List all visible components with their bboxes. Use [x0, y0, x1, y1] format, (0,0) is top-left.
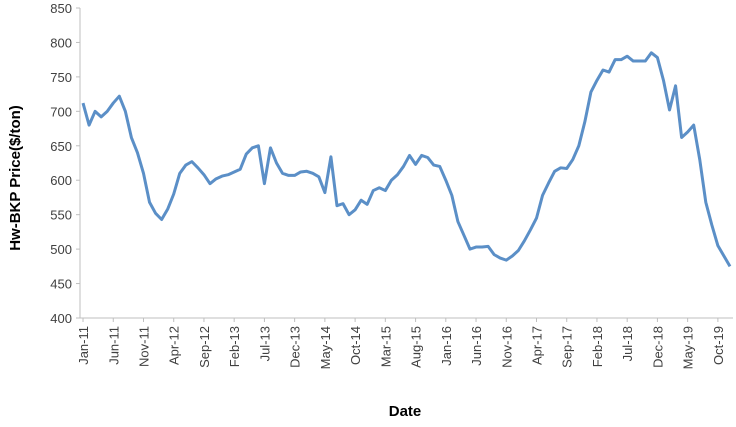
- y-tick-label: 750: [50, 70, 72, 85]
- y-tick-label: 600: [50, 173, 72, 188]
- x-tick-label: Feb-18: [590, 326, 605, 367]
- x-tick-label: Apr-12: [167, 326, 182, 365]
- x-tick-label: Jul-18: [620, 326, 635, 361]
- y-tick-label: 500: [50, 242, 72, 257]
- x-tick-label: Oct-19: [711, 326, 726, 365]
- x-tick-label: Apr-17: [529, 326, 544, 365]
- x-tick-label: Dec-13: [288, 326, 303, 368]
- x-tick-label: Jul-13: [257, 326, 272, 361]
- x-tick-label: Aug-15: [409, 326, 424, 368]
- x-axis-title: Date: [389, 403, 422, 420]
- y-tick-label: 700: [50, 104, 72, 119]
- y-tick-label: 450: [50, 277, 72, 292]
- data-line: [81, 51, 732, 268]
- x-tick-label: Jan-11: [76, 326, 91, 365]
- x-tick-label: Mar-15: [378, 326, 393, 367]
- x-tick-label: Jan-16: [439, 326, 454, 366]
- x-tick-label: May-14: [318, 326, 333, 369]
- y-tick-label: 550: [50, 208, 72, 223]
- y-axis-title: Hw-BKP Price($/ton): [7, 105, 24, 251]
- x-tick-label: Oct-14: [348, 326, 363, 365]
- x-tick-label: Sep-12: [197, 326, 212, 368]
- x-tick-label: Feb-13: [227, 326, 242, 367]
- x-tick-label: Nov-16: [499, 326, 514, 368]
- x-tick-label: Sep-17: [560, 326, 575, 368]
- x-tick-label: Dec-18: [650, 326, 665, 368]
- x-tick-label: Jun-11: [106, 326, 121, 365]
- y-tick-label: 650: [50, 139, 72, 154]
- x-tick-label: Nov-11: [136, 326, 151, 367]
- y-tick-label: 800: [50, 35, 72, 50]
- x-tick-label: May-19: [681, 326, 696, 369]
- y-tick-label: 400: [50, 311, 72, 326]
- y-tick-label: 850: [50, 1, 72, 16]
- x-tick-label: Jun-16: [469, 326, 484, 366]
